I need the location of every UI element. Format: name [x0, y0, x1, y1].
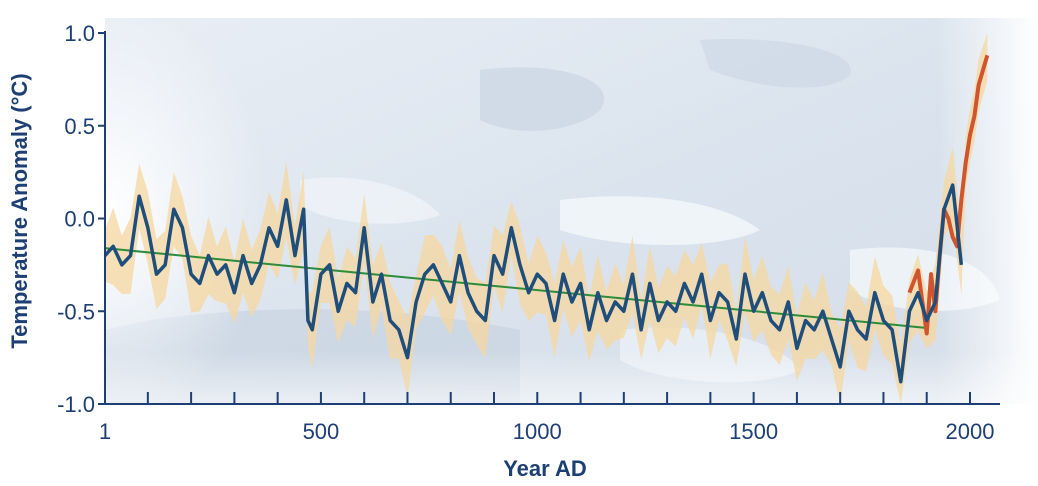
x-tick-label: 500	[303, 419, 340, 444]
reconstruction-series-line	[103, 183, 964, 384]
x-axis-title: Year AD	[503, 456, 587, 481]
y-tick-label: 0.0	[64, 207, 95, 232]
tick-labels: 1.00.50.0-0.5-1.01 500 1000 1500 2000	[57, 21, 994, 444]
y-tick-label: -0.5	[57, 299, 95, 324]
y-tick-label: -1.0	[57, 392, 95, 417]
axes	[98, 31, 1000, 405]
y-tick-label: 0.5	[64, 114, 95, 139]
x-tick-label: 2000	[946, 419, 995, 444]
plot-area	[103, 33, 990, 404]
x-tick-label: 1000	[513, 419, 562, 444]
y-tick-label: 1.0	[64, 21, 95, 46]
x-tick-label: 1	[99, 419, 111, 444]
x-tick-label: 1500	[729, 419, 778, 444]
instrumental-series-line	[907, 54, 990, 336]
y-axis-title: Temperature Anomaly (°C)	[7, 73, 32, 348]
